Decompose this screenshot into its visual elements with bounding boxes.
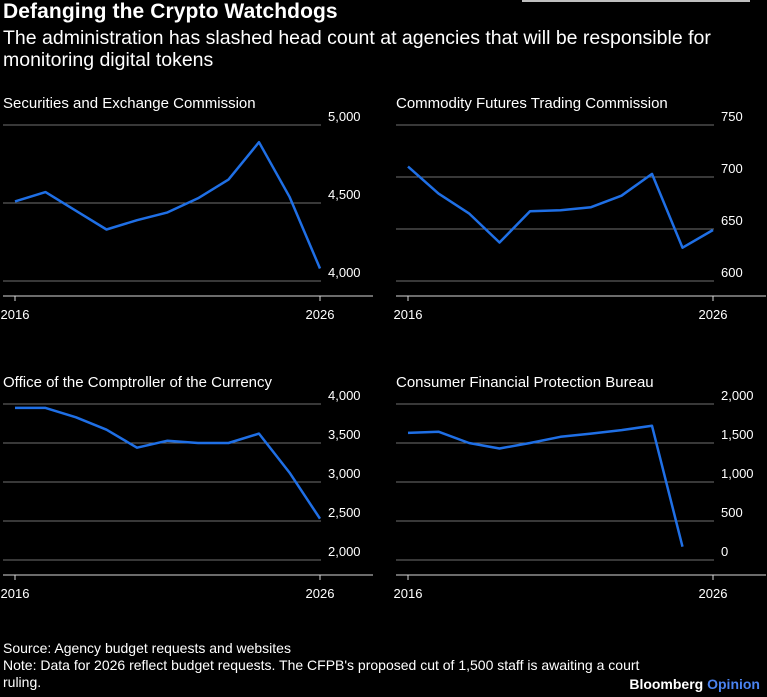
y-tick-label: 650 (721, 213, 743, 228)
x-tick-label: 2016 (394, 307, 423, 322)
y-tick-label: 2,500 (328, 505, 361, 520)
x-tick-label: 2026 (699, 586, 728, 601)
footer-notes: Source: Agency budget requests and websi… (3, 640, 643, 691)
chart-title: Securities and Exchange Commission (3, 95, 256, 112)
chart-panel-sec: Securities and Exchange Commission 4,000… (1, 95, 383, 355)
chart-panel-cfpb: Consumer Financial Protection Bureau 0 50… (394, 374, 767, 634)
y-tick-label: 3,500 (328, 427, 361, 442)
chart-title: Office of the Comptroller of the Currenc… (3, 374, 273, 391)
y-tick-label: 500 (721, 505, 743, 520)
chart-title: Commodity Futures Trading Commission (396, 95, 668, 112)
top-rule (522, 0, 750, 2)
x-tick-label: 2026 (306, 586, 335, 601)
y-tick-label: 5,000 (328, 109, 361, 124)
y-tick-label: 600 (721, 265, 743, 280)
x-tick-label: 2016 (1, 586, 30, 601)
x-tick-label: 2026 (699, 307, 728, 322)
y-tick-label: 4,000 (328, 388, 361, 403)
y-tick-label: 1,000 (721, 466, 754, 481)
chart-svg: 0 500 1,000 1,500 2,000 2016 2026 (394, 388, 766, 601)
page-title: Defanging the Crypto Watchdogs (3, 0, 338, 23)
chart-title: Consumer Financial Protection Bureau (396, 374, 654, 391)
series-line (407, 165, 714, 249)
series-line (15, 406, 322, 520)
y-tick-label: 1,500 (721, 427, 754, 442)
chart-svg: 2,000 2,500 3,000 3,500 4,000 2016 2026 (1, 388, 373, 601)
y-tick-label: 2,000 (328, 544, 361, 559)
chart-panel-occ: Office of the Comptroller of the Currenc… (1, 374, 383, 634)
source-note: Source: Agency budget requests and websi… (3, 640, 291, 656)
y-tick-label: 4,000 (328, 265, 361, 280)
brand-logo: Bloomberg Opinion (629, 676, 760, 692)
series-line (407, 424, 684, 548)
chart-panel-cftc: Commodity Futures Trading Commission 600… (394, 95, 767, 355)
x-tick-label: 2016 (1, 307, 30, 322)
x-tick-label: 2016 (394, 586, 423, 601)
y-tick-label: 700 (721, 161, 743, 176)
y-tick-label: 2,000 (721, 388, 754, 403)
series-line (14, 140, 322, 269)
y-tick-label: 3,000 (328, 466, 361, 481)
chart-svg: 600 650 700 750 2016 2026 (394, 109, 766, 322)
y-tick-label: 750 (721, 109, 743, 124)
chart-svg: 4,000 4,500 5,000 2016 2026 (1, 109, 373, 322)
page-subtitle: The administration has slashed head coun… (3, 27, 711, 71)
brand-name: Bloomberg (629, 676, 704, 692)
x-tick-label: 2026 (306, 307, 335, 322)
y-tick-label: 4,500 (328, 187, 361, 202)
data-note: Note: Data for 2026 reflect budget reque… (3, 657, 640, 690)
y-tick-label: 0 (721, 544, 728, 559)
brand-suffix: Opinion (707, 676, 760, 692)
